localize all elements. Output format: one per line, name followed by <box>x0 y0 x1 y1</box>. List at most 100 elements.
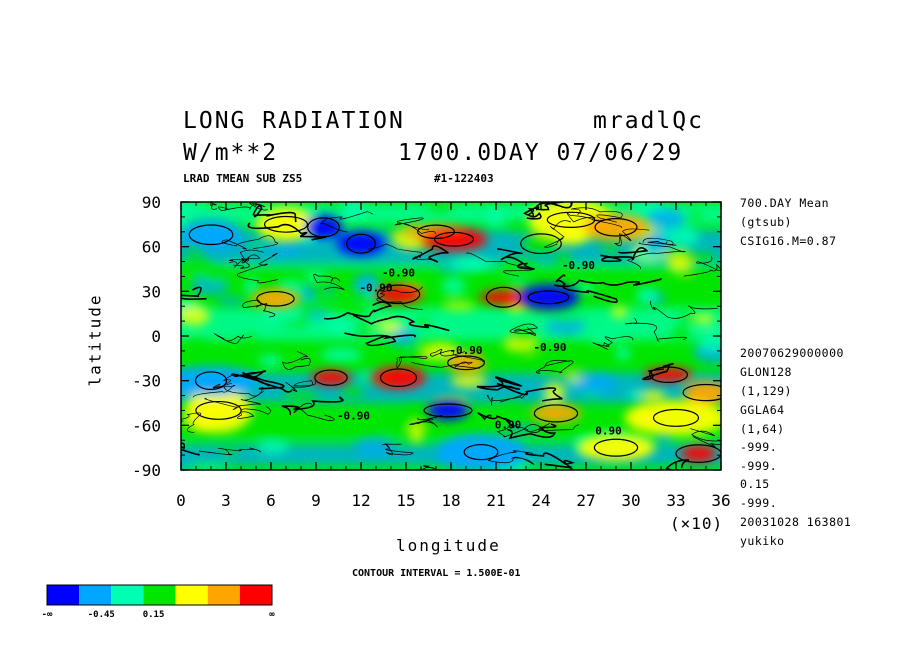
contour-line <box>213 333 252 344</box>
contour-line <box>281 396 344 416</box>
contour-line <box>614 228 650 247</box>
date-label: 1700.0DAY 07/06/29 <box>398 140 684 166</box>
contour-ring <box>376 284 421 305</box>
contour-line <box>381 443 414 456</box>
contour-line <box>507 423 557 440</box>
contour-label: -0.90 <box>449 344 482 357</box>
field-feature-24 <box>680 445 717 463</box>
contour-ring <box>546 211 596 229</box>
x-tick-label: 9 <box>311 491 321 510</box>
y-tick-label: 60 <box>142 238 161 257</box>
info-interval: 0.15 <box>740 477 770 491</box>
colorbar-swatch <box>207 585 240 605</box>
info-mean: 700.DAY Mean <box>740 196 830 210</box>
run-name: mradlQc <box>593 108 704 134</box>
contour-line <box>421 465 436 470</box>
x-tick-label: 30 <box>621 491 640 510</box>
field-feature-6 <box>337 231 385 256</box>
contour-line <box>282 350 311 370</box>
colorbar-label: 0.15 <box>143 610 165 620</box>
subtitle-right: #1-122403 <box>434 172 494 185</box>
contour-ring <box>675 444 721 463</box>
contour-line <box>496 382 563 402</box>
contour-line <box>535 359 574 374</box>
contour-ring <box>379 368 418 388</box>
y-tick-label: -30 <box>132 372 161 391</box>
field-feature-20 <box>427 400 469 421</box>
contour-line <box>476 376 522 391</box>
contour-ring <box>463 444 499 461</box>
x-tick-label: 18 <box>441 491 460 510</box>
contour-ring <box>346 233 376 254</box>
info-user: yukiko <box>740 534 785 548</box>
field-feature-25 <box>436 433 526 470</box>
colorbar-label: -∞ <box>42 610 53 620</box>
contour-line <box>344 332 417 347</box>
contour-ring <box>433 231 475 247</box>
field-feature-7 <box>181 218 243 251</box>
contour-line <box>554 278 662 288</box>
contour-label: -0.90 <box>337 409 370 422</box>
info-lat-grid: GGLA64 <box>740 403 785 417</box>
contour-line <box>509 323 538 336</box>
contour-line <box>487 450 535 465</box>
contour-line <box>192 382 236 398</box>
y-tick-label: 0 <box>151 327 161 346</box>
colorbar-swatch <box>175 585 208 605</box>
contour-ring <box>307 217 340 238</box>
contour-label: -0.90 <box>562 259 595 272</box>
field-feature-5 <box>304 215 343 240</box>
contour-ring <box>527 290 570 305</box>
field-feature-16 <box>644 367 693 383</box>
field-feature-21 <box>181 366 258 396</box>
contour-label: 0.90 <box>595 424 622 437</box>
field-feature-18 <box>184 388 253 433</box>
contour-line <box>625 317 687 342</box>
contour-line <box>252 205 297 223</box>
contour-line <box>522 206 542 220</box>
contour-line <box>222 372 264 397</box>
colorbar-swatch <box>143 585 176 605</box>
subtitle-left: LRAD TMEAN SUB ZS5 <box>183 172 303 185</box>
info-sigma: CSIG16.M=0.87 <box>740 234 837 248</box>
field-feature-8 <box>521 234 561 253</box>
colorbar-label: -0.45 <box>88 610 115 620</box>
contour-ring <box>194 371 228 390</box>
units-label: W/m**2 <box>183 140 279 166</box>
info-datetime: 20070629000000 <box>740 346 844 360</box>
contour-line <box>429 349 485 362</box>
colorbar-swatch <box>47 585 80 605</box>
contour-line <box>543 220 572 248</box>
contour-line <box>600 247 649 263</box>
contour-line <box>293 402 335 422</box>
contour-line <box>320 211 374 233</box>
x-tick-label: 24 <box>531 491 550 510</box>
x-tick-label: 33 <box>666 491 685 510</box>
contour-line <box>396 356 428 369</box>
contour-line <box>221 235 278 250</box>
contour-ring <box>263 215 309 233</box>
x-tick-label: 36 <box>711 491 730 510</box>
field-feature-22 <box>531 404 581 423</box>
contour-ring <box>447 355 485 371</box>
colorbar-swatch <box>111 585 144 605</box>
contour-line <box>352 314 450 332</box>
field-feature-17 <box>683 380 721 405</box>
contour-line <box>236 406 271 419</box>
contour-line <box>181 412 202 433</box>
field-feature-12 <box>517 284 580 311</box>
contour-line <box>285 380 316 392</box>
field-feature-4 <box>583 213 649 241</box>
x-tick-label: 6 <box>266 491 276 510</box>
contour-ring <box>423 403 473 418</box>
contour-line <box>181 286 207 300</box>
contour-line <box>237 253 278 284</box>
contour-label: 0.00 <box>495 418 522 431</box>
info-source: (gtsub) <box>740 215 792 229</box>
contour-line <box>642 362 674 381</box>
x-tick-label: 0 <box>176 491 186 510</box>
info-lon-range: (1,129) <box>740 384 792 398</box>
field-feature-23 <box>577 434 655 462</box>
contour-ring <box>485 286 522 308</box>
